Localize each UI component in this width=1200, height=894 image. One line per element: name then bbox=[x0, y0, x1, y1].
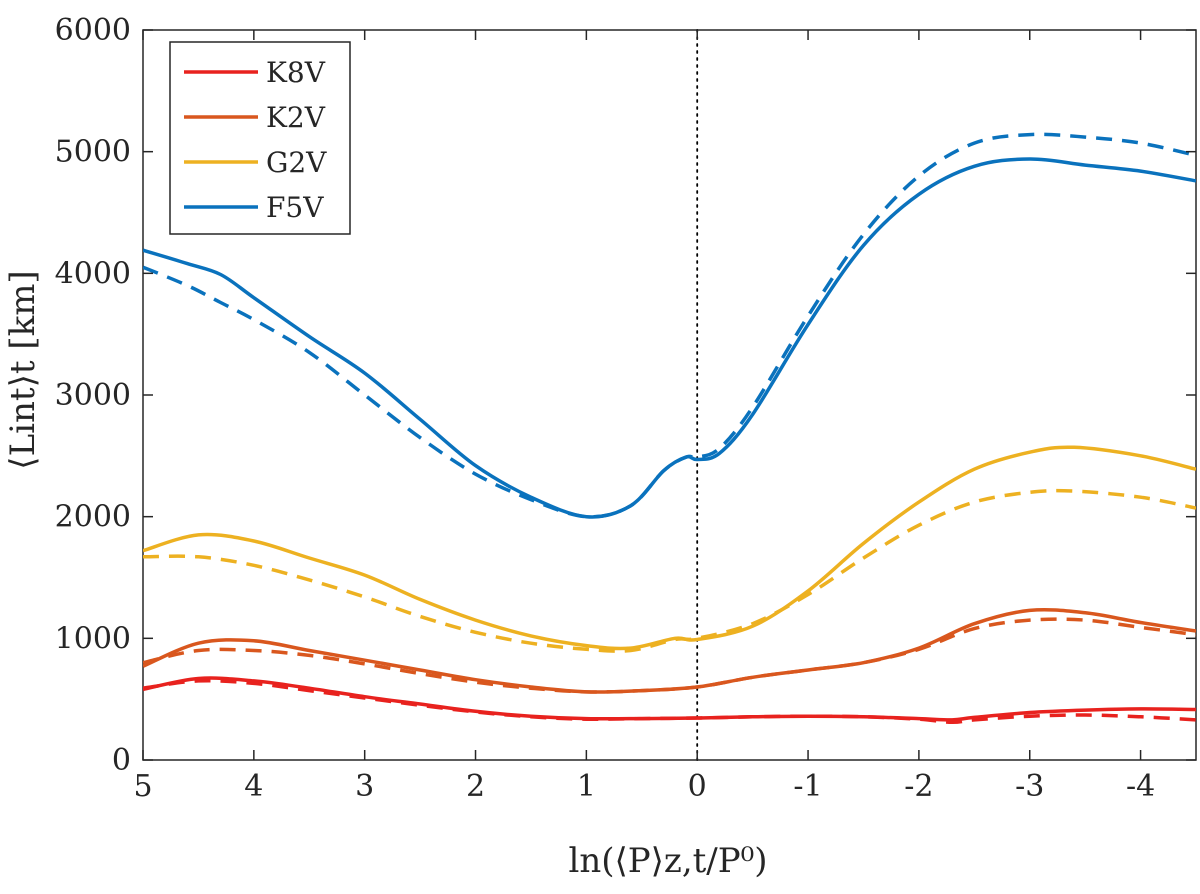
y-axis-label: ⟨Lint⟩t [km] bbox=[3, 270, 43, 469]
series-line-g2v-dashed bbox=[143, 488, 1196, 653]
y-tick-label: 2000 bbox=[55, 500, 131, 535]
ticks-layer: 5 4 3 2 1 0 -1 -2 -3 -4 0 1000 2000 3000 4000 5000 6000 bbox=[55, 13, 1196, 804]
x-tick-label: 0 bbox=[688, 769, 707, 804]
legend-label-f5v: F5V bbox=[266, 191, 324, 224]
y-tick-label: 3000 bbox=[55, 378, 131, 413]
legend-label-g2v: G2V bbox=[266, 146, 327, 179]
x-tick-label: 4 bbox=[244, 769, 263, 804]
x-tick-label: 5 bbox=[133, 769, 152, 804]
y-tick-label: 4000 bbox=[55, 256, 131, 291]
legend-box bbox=[169, 41, 351, 235]
x-tick-label: -3 bbox=[1015, 769, 1044, 804]
series-layer bbox=[143, 132, 1196, 725]
legend-label-k8v: K8V bbox=[266, 56, 326, 89]
x-tick-label: 1 bbox=[577, 769, 596, 804]
x-tick-label: 2 bbox=[466, 769, 485, 804]
x-axis-label: ln(⟨P⟩z,t/P⁰) bbox=[568, 841, 767, 881]
legend: K8V K2V G2V F5V bbox=[169, 41, 351, 235]
series-line-f5v-dashed bbox=[143, 132, 1196, 519]
y-tick-label: 5000 bbox=[55, 135, 131, 170]
x-tick-label: -4 bbox=[1126, 769, 1155, 804]
x-tick-label: -1 bbox=[793, 769, 822, 804]
y-tick-label: 0 bbox=[112, 743, 131, 778]
y-tick-label: 1000 bbox=[55, 621, 131, 656]
x-tick-label: -2 bbox=[904, 769, 933, 804]
series-line-k8v-dashed bbox=[143, 678, 1196, 725]
x-tick-label: 3 bbox=[355, 769, 374, 804]
legend-label-k2v: K2V bbox=[266, 101, 326, 134]
y-tick-label: 6000 bbox=[55, 13, 131, 48]
series-line-k2v-dashed bbox=[143, 617, 1196, 694]
